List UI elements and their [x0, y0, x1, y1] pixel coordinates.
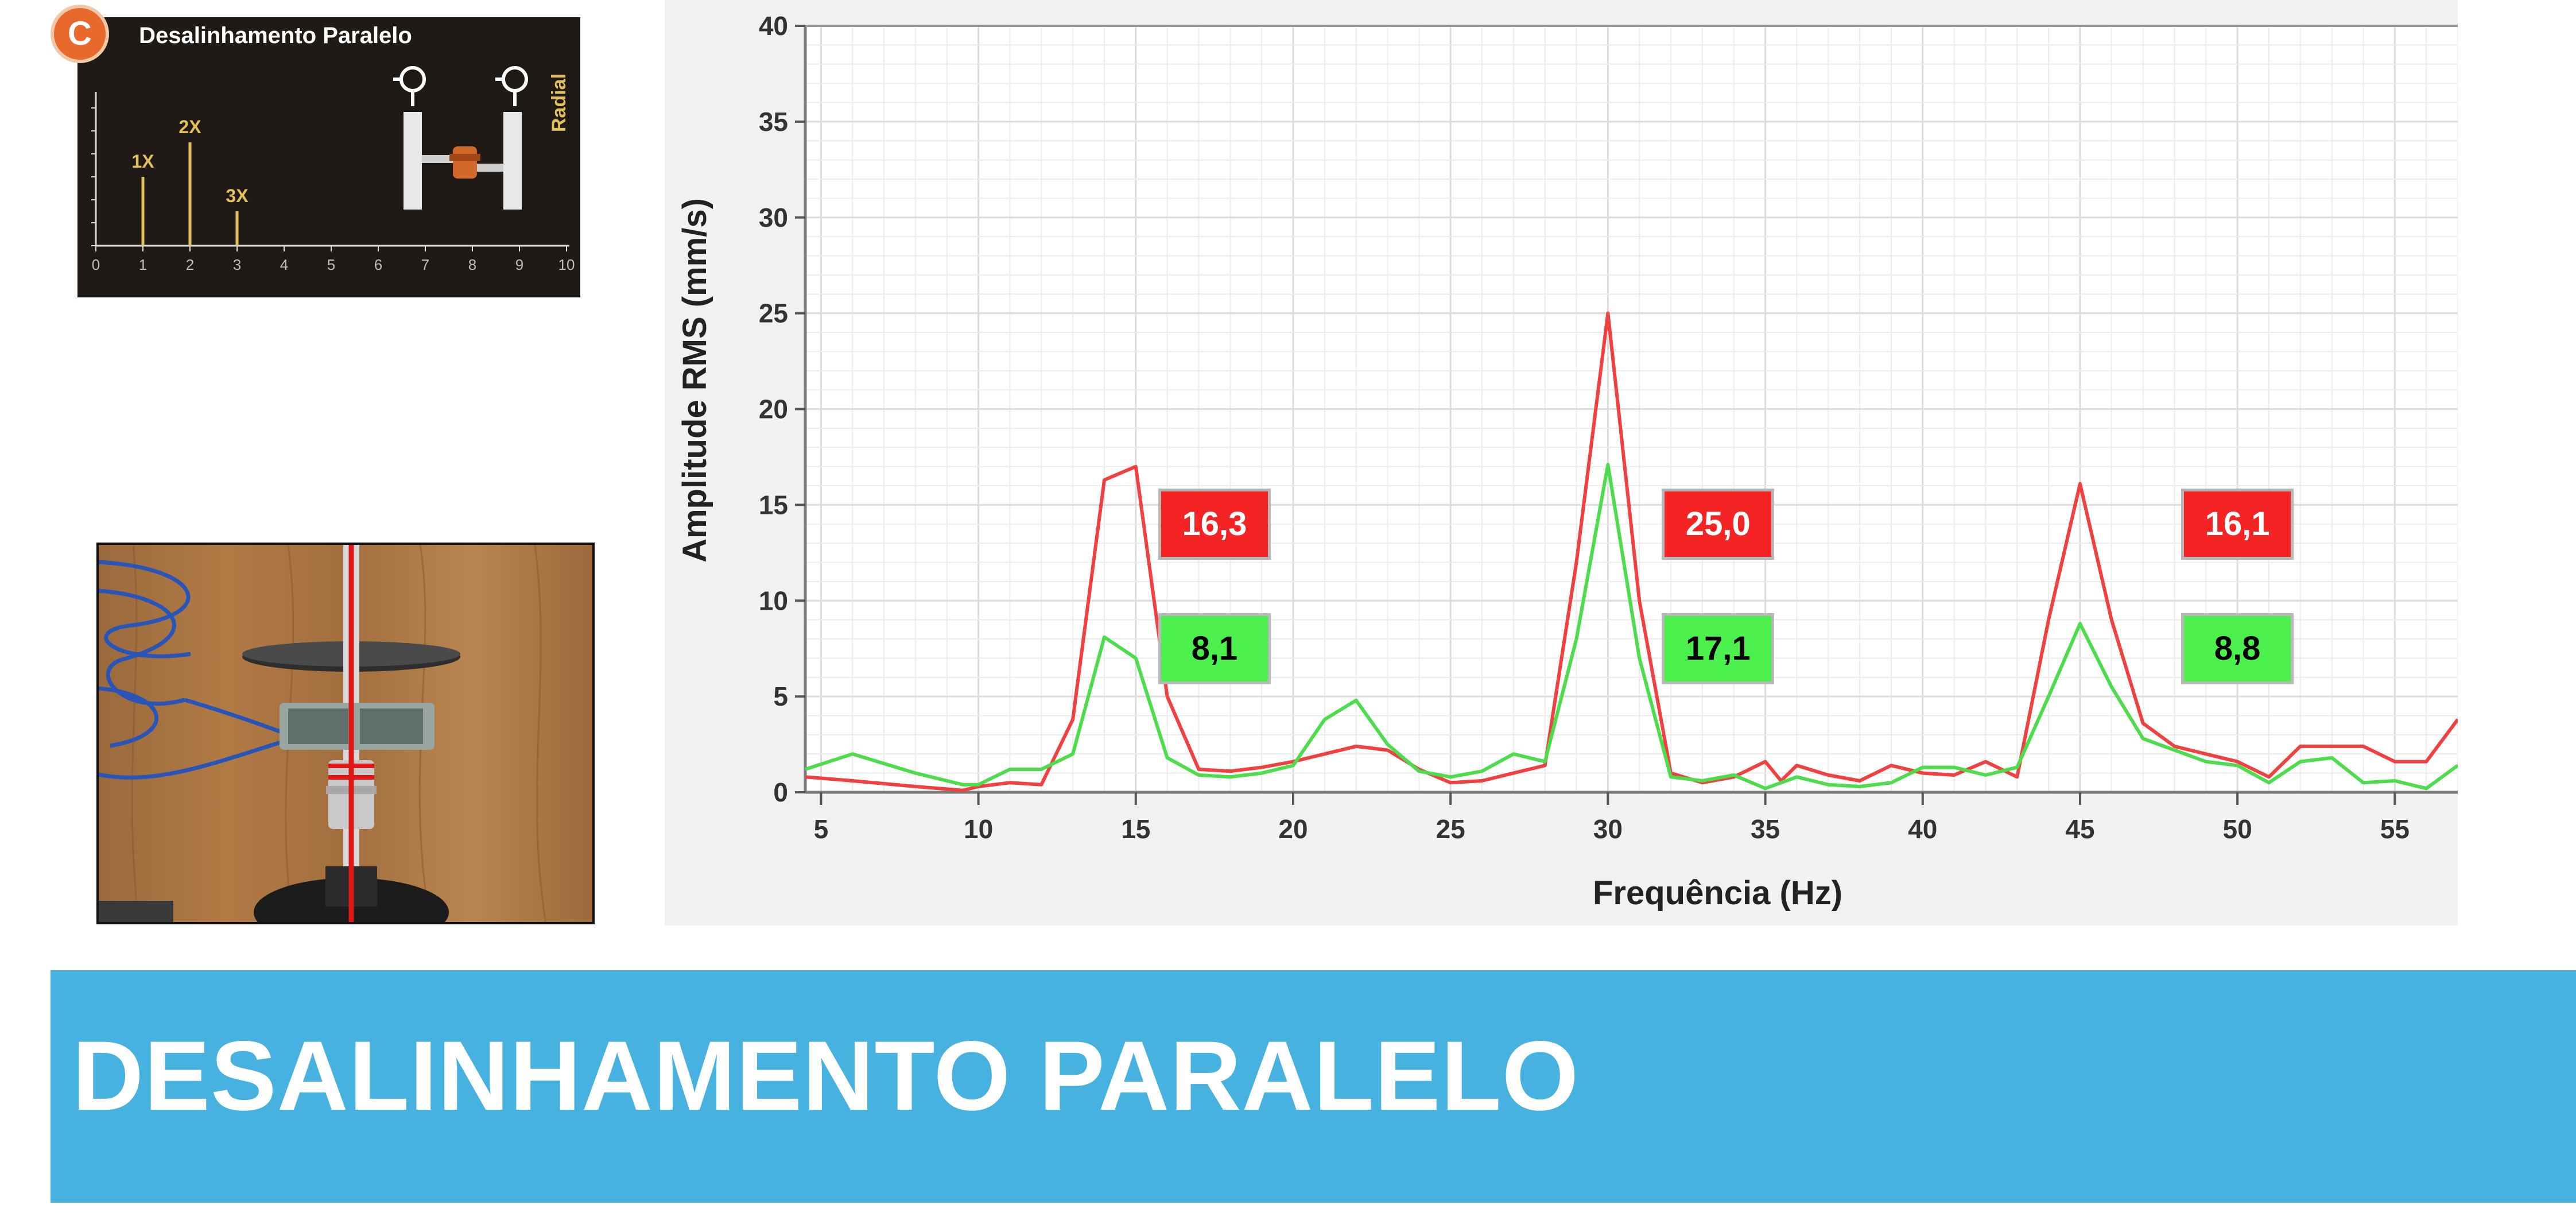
ref-x-tick-label: 5: [327, 256, 335, 273]
title-banner: DESALINHAMENTO PARALELO: [51, 970, 2576, 1203]
x-tick-label: 35: [1751, 814, 1780, 844]
y-tick-label: 15: [759, 490, 788, 520]
ref-harmonic-label: 3X: [226, 185, 249, 206]
ref-x-tick-label: 2: [186, 256, 194, 273]
peak-value-label-green: 17,1: [1662, 613, 1775, 684]
test-rig-photo: [96, 543, 595, 924]
x-tick-label: 15: [1121, 814, 1150, 844]
ref-x-tick-label: 8: [468, 256, 476, 273]
x-tick-label: 5: [814, 814, 829, 844]
coupling-illustration-icon: [393, 66, 528, 210]
banner-title: DESALINHAMENTO PARALELO: [72, 1021, 1580, 1131]
ref-x-tick-label: 9: [515, 256, 523, 273]
x-tick-label: 40: [1908, 814, 1937, 844]
ref-x-tick-label: 7: [421, 256, 429, 273]
peak-value-label-red: 25,0: [1662, 488, 1775, 560]
series-line-1: [805, 463, 2458, 791]
x-tick-label: 45: [2065, 814, 2094, 844]
y-tick-label: 35: [759, 107, 788, 137]
x-tick-label: 10: [964, 814, 993, 844]
panel-letter-badge: C: [51, 5, 109, 63]
reference-spectrum-plot: 0 1 2 3 4 5 6 7 8 9 10 1X 2X 3X: [91, 66, 575, 273]
reference-card-radial-label: Radial: [548, 73, 570, 132]
peak-value-label-green: 8,8: [2181, 613, 2294, 684]
ref-x-tick-label: 4: [280, 256, 288, 273]
reference-card-title: Desalinhamento Paralelo: [139, 23, 412, 48]
x-tick-label: 55: [2380, 814, 2410, 844]
reference-spectrum-card: [77, 17, 580, 297]
ref-x-tick-label: 10: [558, 256, 575, 273]
ref-harmonic-label: 2X: [179, 117, 201, 137]
y-tick-label: 20: [759, 394, 788, 424]
y-tick-label: 25: [759, 299, 788, 328]
x-tick-label: 50: [2223, 814, 2252, 844]
spectrum-chart: 0 5 10 15 20 25 30 35 40 5 10 15 20 25 30 35 40 45 50 55 Fre…: [665, 0, 2458, 925]
ref-harmonic-label: 1X: [131, 151, 154, 172]
x-tick-label: 30: [1593, 814, 1623, 844]
peak-value-label-red: 16,1: [2181, 488, 2294, 560]
y-tick-label: 10: [759, 586, 788, 615]
y-tick-label: 0: [773, 777, 788, 807]
y-tick-label: 5: [773, 681, 788, 711]
y-tick-label: 40: [759, 11, 788, 41]
peak-value-label-green: 8,1: [1158, 613, 1271, 684]
ref-x-tick-label: 1: [139, 256, 147, 273]
ref-x-tick-label: 3: [233, 256, 241, 273]
ref-x-tick-label: 6: [374, 256, 382, 273]
y-tick-label: 30: [759, 203, 788, 233]
y-axis-label: Amplitude RMS (mm/s): [676, 198, 713, 563]
x-axis-label: Frequência (Hz): [1593, 874, 1842, 912]
ref-x-tick-label: 0: [92, 256, 100, 273]
x-tick-label: 20: [1278, 814, 1308, 844]
peak-value-label-red: 16,3: [1158, 488, 1271, 560]
x-tick-label: 25: [1436, 814, 1465, 844]
